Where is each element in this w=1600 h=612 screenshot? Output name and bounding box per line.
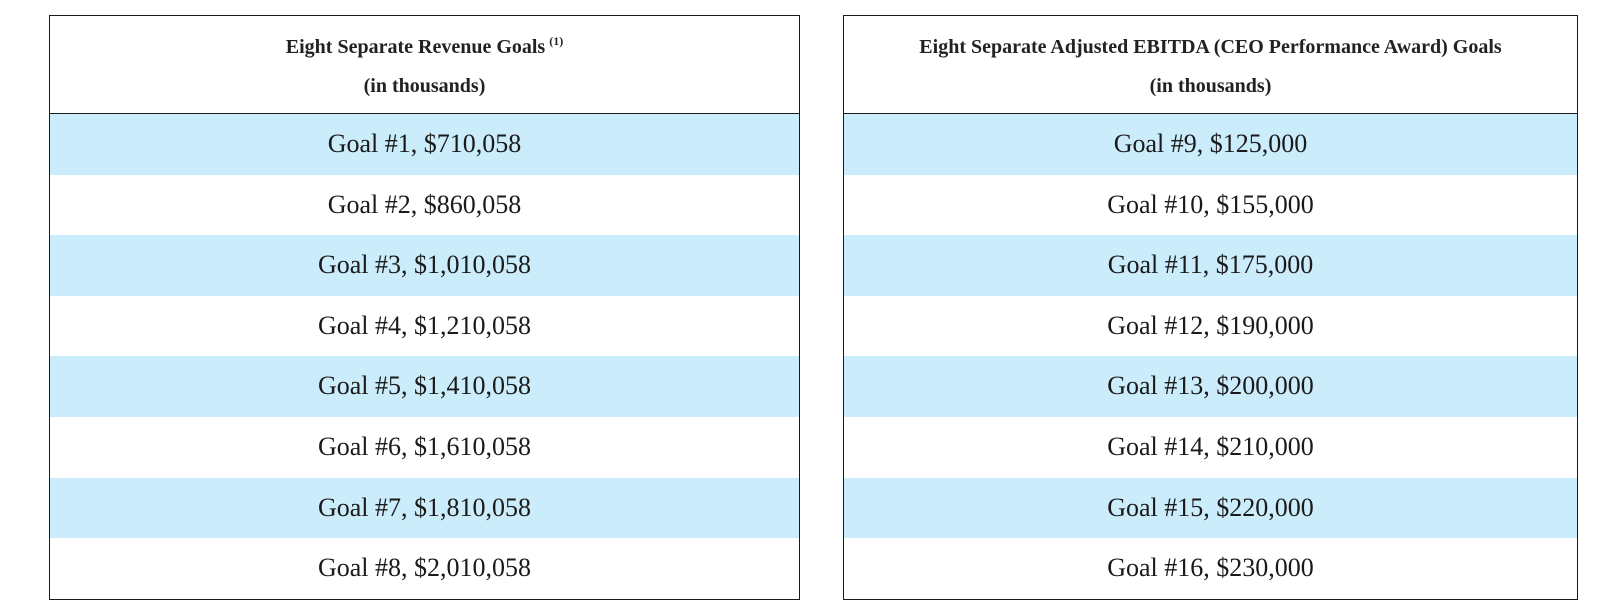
table-row: Goal #13, $200,000 <box>844 356 1577 417</box>
revenue-goals-unit: (in thousands) <box>363 75 486 97</box>
table-row: Goal #14, $210,000 <box>1107 431 1314 461</box>
table-row: Goal #3, $1,010,058 <box>50 235 799 296</box>
revenue-goals-table: Eight Separate Revenue Goals (1) (in thou… <box>49 15 800 600</box>
table-row: Goal #12, $190,000 <box>1107 310 1314 340</box>
table-row: Goal #8, $2,010,058 <box>317 553 532 583</box>
table-row: Goal #1, $710,058 <box>50 114 799 175</box>
ebitda-goals-title: Eight Separate Adjusted EBITDA (CEO Perf… <box>919 36 1502 58</box>
table-row: Goal #10, $155,000 <box>1107 189 1314 219</box>
table-row: Goal #4, $1,210,058 <box>317 310 532 340</box>
table-row: Goal #6, $1,610,058 <box>317 431 532 461</box>
revenue-goals-title: Eight Separate Revenue Goals <box>285 36 546 58</box>
table-row: Goal #7, $1,810,058 <box>50 477 799 539</box>
ebitda-goals-unit: (in thousands) <box>1149 75 1272 97</box>
table-row: Goal #5, $1,410,058 <box>50 356 799 417</box>
table-row: Goal #9, $125,000 <box>844 114 1577 175</box>
table-row: Goal #2, $860,058 <box>327 189 522 219</box>
table-row: Goal #11, $175,000 <box>844 235 1577 296</box>
revenue-goals-header: Eight Separate Revenue Goals (1) (in thou… <box>50 16 799 114</box>
table-row: Goal #15, $220,000 <box>844 477 1577 539</box>
ebitda-goals-table: Eight Separate Adjusted EBITDA (CEO Perf… <box>843 15 1578 600</box>
revenue-goals-title-line: Eight Separate Revenue Goals (1) <box>50 16 799 62</box>
ebitda-goals-header: Eight Separate Adjusted EBITDA (CEO Perf… <box>844 16 1577 114</box>
footnote-marker: (1) <box>549 34 564 48</box>
table-row: Goal #16, $230,000 <box>1107 553 1314 583</box>
